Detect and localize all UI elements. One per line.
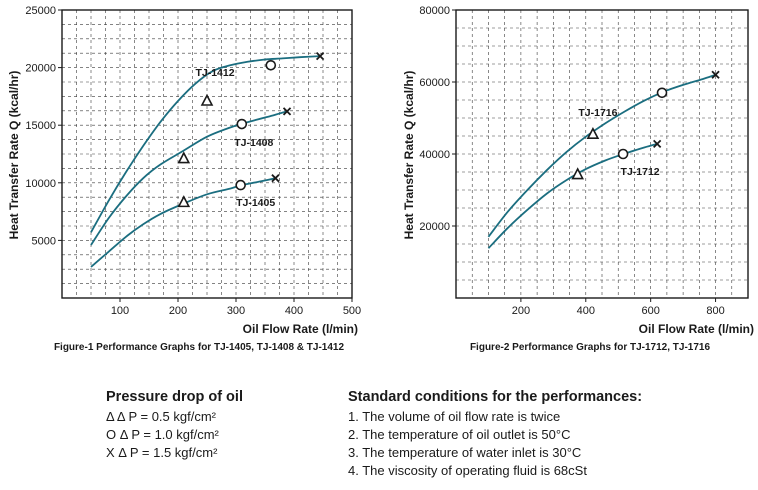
series-tj-1716: TJ-1716: [487, 70, 720, 238]
plot-frame: [61, 9, 353, 299]
pressure-drop-line-circle: O Δ P = 1.0 kgf/cm²: [106, 426, 336, 444]
marker-triangle: [177, 151, 191, 164]
series-line-tj-1716: [487, 73, 716, 238]
pressure-drop-line-cross: X Δ P = 1.5 kgf/cm²: [106, 444, 336, 462]
marker-cross-stroke: [271, 174, 280, 183]
series-line-tj-1408: [90, 110, 288, 246]
grid-lines: [456, 10, 748, 298]
figure-caption: Figure-1 Performance Graphs for TJ-1405,…: [54, 342, 345, 353]
marker-cross-stroke: [315, 51, 325, 61]
marker-triangle: [200, 93, 214, 106]
pressure-drop-value-triangle: Δ P = 0.5 kgf/cm²: [116, 409, 216, 424]
x-tick-label: 300: [227, 305, 245, 317]
pressure-drop-value-circle: Δ P = 1.0 kgf/cm²: [119, 427, 219, 442]
x-axis-title: Oil Flow Rate (l/min): [639, 322, 754, 336]
y-tick-label: 20000: [25, 63, 56, 75]
series-tj-1412: TJ-1412: [90, 51, 325, 233]
x-tick-label: 200: [512, 305, 530, 317]
x-tick-label: 500: [343, 305, 361, 317]
pressure-drop-symbol-triangle: Δ: [106, 409, 114, 424]
chart-2: 200 400 600 800 20000 40000 60000 80000 Oil Flow…: [402, 5, 754, 353]
x-tick-label: 400: [577, 305, 595, 317]
series-tj-1405: TJ-1405: [90, 174, 280, 268]
y-tick-label: 40000: [419, 149, 450, 161]
marker-circle: [656, 87, 668, 99]
pressure-drop-title: Pressure drop of oil: [106, 389, 243, 405]
condition-item: 2. The temperature of oil outlet is 50°C: [348, 427, 571, 442]
series-label-tj-1716: TJ-1716: [578, 107, 617, 119]
marker-cross: [315, 51, 325, 61]
performance-charts: 100 200 300 400 500 5000 10000 15000 20000 25000 O…: [7, 5, 754, 353]
marker-triangle: [586, 126, 600, 139]
marker-circle: [235, 179, 246, 191]
series-line-tj-1412: [90, 55, 321, 233]
series-label-tj-1412: TJ-1412: [195, 67, 234, 79]
y-axis-title: Heat Transfer Rate Q (kcal/hr): [7, 71, 21, 240]
marker-cross: [711, 70, 720, 79]
pressure-drop-legend: Pressure drop of oil Δ Δ P = 0.5 kgf/cm²…: [106, 388, 336, 462]
x-tick-label: 200: [169, 305, 187, 317]
x-tick-label: 600: [641, 305, 659, 317]
y-tick-label: 15000: [25, 120, 56, 132]
marker-triangle: [571, 167, 584, 180]
pressure-drop-symbol-circle: O: [106, 427, 117, 442]
condition-item: 1. The volume of oil flow rate is twice: [348, 409, 561, 424]
y-tick-label: 10000: [25, 178, 56, 190]
pressure-drop-symbol-cross: X: [106, 445, 115, 460]
standard-conditions: Standard conditions for the performances…: [348, 388, 748, 480]
marker-circle: [236, 118, 248, 130]
x-tick-label: 100: [111, 305, 129, 317]
series-tj-1712: TJ-1712: [487, 139, 662, 249]
y-tick-label: 20000: [419, 221, 450, 233]
marker-circle: [265, 59, 277, 71]
condition-item: 4. The viscosity of operating fluid is 6…: [348, 463, 587, 478]
marker-cross: [271, 174, 280, 183]
grid-lines: [62, 10, 352, 298]
y-tick-label: 80000: [419, 5, 450, 17]
series-line-tj-1405: [90, 177, 276, 268]
figure-caption: Figure-2 Performance Graphs for TJ-1712,…: [470, 342, 711, 353]
series-label-tj-1408: TJ-1408: [234, 137, 273, 149]
series-label-tj-1712: TJ-1712: [621, 166, 660, 178]
marker-cross-stroke: [711, 70, 720, 79]
x-tick-label: 800: [706, 305, 724, 317]
marker-triangle: [177, 195, 191, 208]
x-axis-title: Oil Flow Rate (l/min): [243, 322, 358, 336]
y-axis-title: Heat Transfer Rate Q (kcal/hr): [402, 71, 416, 240]
marker-cross-stroke: [282, 107, 292, 116]
pressure-drop-line-triangle: Δ Δ P = 0.5 kgf/cm²: [106, 408, 336, 426]
standard-conditions-title: Standard conditions for the performances…: [348, 389, 643, 405]
marker-circle: [617, 148, 629, 160]
y-tick-label: 5000: [32, 235, 56, 247]
marker-cross: [653, 139, 662, 149]
marker-cross-stroke: [653, 139, 662, 149]
condition-item: 3. The temperature of water inlet is 30°…: [348, 445, 582, 460]
series-label-tj-1405: TJ-1405: [236, 197, 275, 209]
marker-cross: [282, 107, 292, 116]
x-tick-label: 400: [285, 305, 303, 317]
pressure-drop-value-cross: Δ P = 1.5 kgf/cm²: [118, 445, 218, 460]
series-line-tj-1712: [487, 143, 658, 249]
y-tick-label: 60000: [419, 77, 450, 89]
y-tick-label: 25000: [25, 5, 56, 17]
series-tj-1408: TJ-1408: [90, 107, 292, 246]
chart-1: 100 200 300 400 500 5000 10000 15000 20000 25000 O…: [7, 5, 361, 353]
